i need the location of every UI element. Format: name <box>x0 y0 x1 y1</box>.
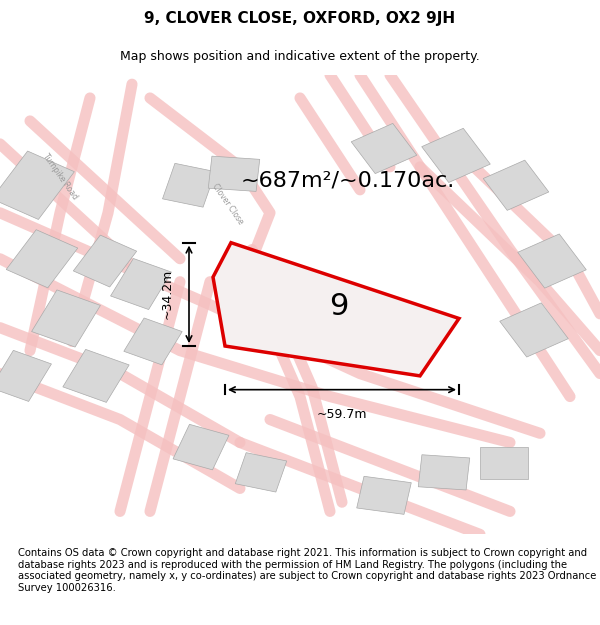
Polygon shape <box>351 123 417 174</box>
Polygon shape <box>418 455 470 490</box>
Polygon shape <box>235 452 287 492</box>
Polygon shape <box>483 160 549 211</box>
Polygon shape <box>422 128 490 182</box>
Polygon shape <box>500 303 568 357</box>
Polygon shape <box>0 351 52 401</box>
Polygon shape <box>110 259 172 309</box>
Text: Turnpike Road: Turnpike Road <box>41 151 79 201</box>
Polygon shape <box>518 234 586 288</box>
Text: Map shows position and indicative extent of the property.: Map shows position and indicative extent… <box>120 50 480 62</box>
Polygon shape <box>124 318 182 365</box>
Polygon shape <box>208 156 260 191</box>
Polygon shape <box>357 476 411 514</box>
Polygon shape <box>213 242 459 376</box>
Text: ~59.7m: ~59.7m <box>317 408 367 421</box>
Polygon shape <box>173 424 229 470</box>
Text: Clover Close: Clover Close <box>211 181 245 226</box>
Polygon shape <box>73 235 137 287</box>
Text: 9, CLOVER CLOSE, OXFORD, OX2 9JH: 9, CLOVER CLOSE, OXFORD, OX2 9JH <box>145 11 455 26</box>
Text: 9: 9 <box>329 292 349 321</box>
Polygon shape <box>6 229 78 288</box>
Text: ~34.2m: ~34.2m <box>161 269 174 319</box>
Text: Contains OS data © Crown copyright and database right 2021. This information is : Contains OS data © Crown copyright and d… <box>18 548 596 592</box>
Polygon shape <box>480 447 528 479</box>
Polygon shape <box>163 163 215 207</box>
Text: Clover Close: Clover Close <box>253 258 275 306</box>
Polygon shape <box>32 290 100 347</box>
Polygon shape <box>0 151 74 219</box>
Text: ~687m²/~0.170ac.: ~687m²/~0.170ac. <box>241 171 455 191</box>
Polygon shape <box>63 349 129 403</box>
